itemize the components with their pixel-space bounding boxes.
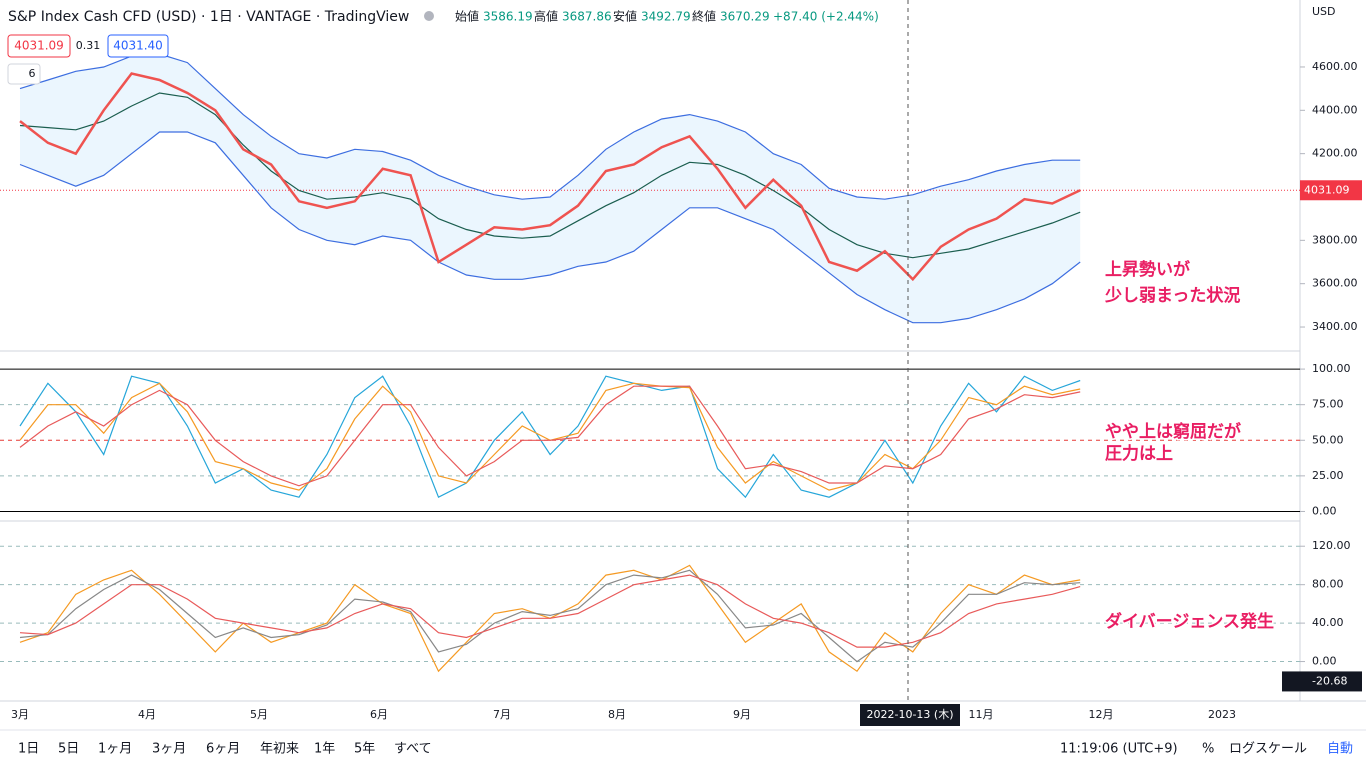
series-line [19, 569, 1081, 663]
percent-toggle[interactable]: % [1202, 742, 1214, 757]
x-tick-label: 8月 [608, 708, 626, 721]
auto-toggle[interactable]: 自動 [1327, 742, 1353, 757]
symbol-title: S&P Index Cash CFD (USD) · 1日 · VANTAGE … [8, 9, 409, 25]
range-button[interactable]: 6ヶ月 [206, 742, 240, 757]
range-button[interactable]: 年初来 [260, 742, 299, 757]
crosshair-value: -20.68 [1312, 674, 1347, 687]
ohlc-value: 3687.86 [562, 10, 612, 24]
y-tick-label: 3600.00 [1312, 277, 1358, 290]
y-tick-label: 3400.00 [1312, 320, 1358, 333]
x-tick-label: 6月 [370, 708, 388, 721]
series-line [19, 131, 1081, 324]
y-tick-label: 40.00 [1312, 616, 1344, 629]
ohlc-label: 高値 [534, 9, 558, 24]
log-toggle[interactable]: ログスケール [1229, 742, 1307, 757]
buy-price[interactable]: 4031.40 [113, 39, 163, 53]
series-line [19, 375, 1081, 499]
x-tick-label: 2023 [1208, 708, 1236, 721]
spread: 0.31 [76, 39, 101, 52]
y-tick-label: 25.00 [1312, 469, 1344, 482]
x-tick-label: 5月 [250, 708, 268, 721]
annotation: ダイバージェンス発生 [1105, 611, 1274, 632]
range-button[interactable]: 5日 [58, 742, 79, 757]
y-tick-label: 100.00 [1312, 362, 1351, 375]
annotation: 少し弱まった状況 [1104, 285, 1240, 306]
crosshair-date: 2022-10-13 (木) [866, 708, 953, 721]
y-tick-label: 80.00 [1312, 578, 1344, 591]
range-button[interactable]: 5年 [354, 742, 375, 757]
y-tick-label: 120.00 [1312, 539, 1351, 552]
series-line [19, 574, 1081, 648]
y-tick-label: 75.00 [1312, 398, 1344, 411]
y-tick-label: 0.00 [1312, 504, 1337, 517]
series-line [19, 53, 1081, 200]
ohlc-change: +87.40 (+2.44%) [773, 10, 879, 24]
range-button[interactable]: 1ヶ月 [98, 742, 132, 757]
range-button[interactable]: 1年 [314, 742, 335, 757]
annotation: 圧力は上 [1105, 443, 1173, 464]
currency[interactable]: USD [1312, 5, 1336, 18]
range-button[interactable]: 3ヶ月 [152, 742, 186, 757]
range-button[interactable]: 1日 [18, 742, 39, 757]
sell-price[interactable]: 4031.09 [14, 39, 64, 53]
band-fill [20, 53, 1081, 323]
indicator-count[interactable]: 6 [29, 67, 36, 80]
status-dot [424, 11, 434, 21]
series-line [19, 385, 1081, 487]
last-price-label: 4031.09 [1304, 183, 1350, 196]
x-tick-label: 3月 [11, 708, 29, 721]
series-line [19, 72, 1081, 282]
x-tick-label: 7月 [493, 708, 511, 721]
ohlc-value: 3492.79 [641, 10, 691, 24]
sell-box[interactable] [7, 34, 71, 58]
ohlc-value: 3586.19 [483, 10, 533, 24]
y-tick-label: 0.00 [1312, 655, 1337, 668]
indicator-toggle[interactable] [7, 63, 41, 85]
y-tick-label: 3800.00 [1312, 233, 1358, 246]
x-tick-label: 4月 [138, 708, 156, 721]
ohlc-label: 始値 [455, 9, 479, 24]
ohlc-label: 安値 [613, 9, 637, 24]
y-tick-label: 4200.00 [1312, 147, 1358, 160]
range-button[interactable]: すべて [394, 742, 432, 757]
last-price-box [1300, 180, 1362, 201]
ohlc-label: 終値 [692, 9, 716, 24]
x-tick-label: 11月 [969, 708, 994, 721]
annotation: 上昇勢いが [1105, 259, 1190, 280]
crosshair-value-box [1282, 671, 1362, 692]
plot [0, 53, 1300, 673]
crosshair-date-box [860, 704, 960, 726]
y-tick-label: 50.00 [1312, 433, 1344, 446]
y-tick-label: 4400.00 [1312, 103, 1358, 116]
annotation: やや上は窮屈だが [1105, 421, 1241, 442]
ohlc-value: 3670.29 [720, 10, 770, 24]
clock: 11:19:06 (UTC+9) [1060, 742, 1178, 757]
x-tick-label: 12月 [1089, 708, 1114, 721]
series-line [19, 92, 1081, 259]
y-tick-label: 4600.00 [1312, 60, 1358, 73]
x-tick-label: 9月 [733, 708, 751, 721]
buy-box[interactable] [107, 34, 169, 58]
